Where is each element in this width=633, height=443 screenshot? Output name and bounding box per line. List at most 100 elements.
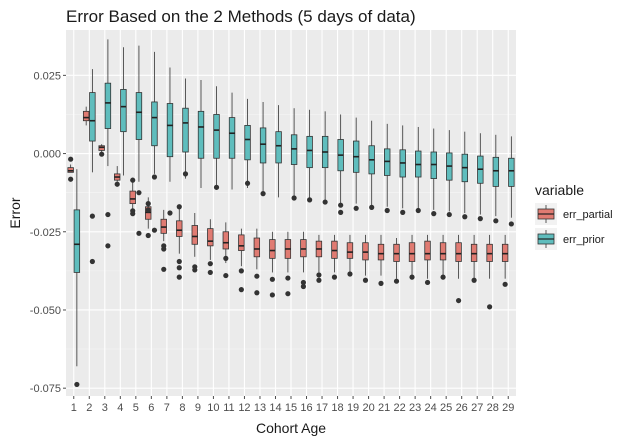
err_prior-box (120, 47, 127, 176)
outlier-point (89, 213, 95, 219)
err_partial-box (455, 234, 462, 304)
outlier-point (307, 197, 313, 203)
x-tick-label: 11 (223, 402, 234, 414)
y-tick-label: 0.025 (33, 70, 61, 82)
err_prior-box (244, 98, 251, 188)
outlier-point (285, 275, 291, 281)
outlier-point (207, 261, 213, 267)
outlier-point (291, 195, 297, 201)
outlier-point (300, 283, 307, 290)
outlier-point (151, 174, 158, 180)
box-body (89, 92, 96, 142)
err_partial-box (501, 234, 509, 287)
outlier-point (114, 181, 120, 187)
outlier-point (176, 204, 182, 210)
box-body (508, 157, 515, 187)
x-tick-label: 28 (487, 402, 499, 414)
err_prior-box (368, 120, 375, 210)
outlier-point (238, 268, 244, 274)
err_partial-box (238, 228, 245, 293)
outlier-point (260, 191, 266, 197)
x-tick-label: 19 (347, 402, 359, 414)
box-body (82, 110, 90, 122)
x-tick-label: 15 (285, 402, 297, 414)
y-tick-label: 0.000 (33, 149, 61, 161)
outlier-point (502, 281, 508, 287)
outlier-point (105, 243, 111, 249)
box-body (269, 239, 276, 259)
outlier-point (424, 279, 431, 286)
err_prior-box (182, 78, 189, 179)
outlier-point (393, 278, 400, 284)
x-tick-label: 22 (393, 402, 405, 414)
err_prior-box (197, 80, 205, 188)
err_partial-box (346, 234, 354, 277)
err_partial-box (362, 234, 369, 283)
box-body (213, 114, 220, 159)
err_partial-box (207, 219, 214, 276)
outlier-point (254, 290, 260, 296)
x-tick-label: 6 (148, 402, 154, 414)
outlier-point (182, 171, 189, 177)
y-tick-label: -0.025 (30, 227, 61, 239)
err_partial-box (315, 234, 323, 283)
outlier-point (68, 156, 74, 162)
legend-label: err_prior (563, 234, 605, 246)
outlier-point (338, 202, 344, 208)
err_partial-box (129, 177, 136, 217)
box-body (197, 110, 205, 159)
err_prior-box (477, 133, 484, 222)
outlier-point (223, 255, 229, 261)
err_prior-box (89, 69, 96, 265)
box-body (207, 228, 214, 247)
outlier-point (192, 267, 198, 273)
err_prior-box (259, 101, 267, 197)
box-body (120, 89, 127, 133)
outlier-point (384, 207, 390, 214)
x-tick-label: 18 (331, 402, 343, 414)
x-tick-label: 5 (133, 402, 139, 414)
y-tick-label: -0.050 (30, 305, 61, 317)
outlier-point (130, 211, 136, 217)
box-body (253, 237, 261, 258)
outlier-point (316, 277, 322, 283)
x-tick-label: 27 (471, 402, 483, 414)
box-body (408, 242, 416, 262)
box-body (222, 231, 230, 250)
outlier-point (331, 274, 338, 280)
outlier-point (136, 230, 142, 236)
err_prior-box (166, 67, 174, 216)
box-body (73, 209, 81, 273)
outlier-point (446, 211, 452, 218)
err_partial-box (114, 166, 121, 187)
outlier-point (238, 287, 244, 293)
x-tick-label: 12 (238, 402, 250, 414)
box-body (439, 242, 447, 261)
outlier-point (89, 258, 95, 265)
box-body (228, 117, 236, 159)
outlier-point (455, 297, 462, 304)
err_prior-box (415, 126, 422, 214)
err_partial-box (439, 234, 447, 280)
err_partial-box (191, 213, 198, 273)
x-tick-label: 29 (502, 402, 514, 414)
err_prior-box (446, 130, 453, 218)
err_prior-box (275, 105, 282, 198)
x-tick-label: 2 (86, 402, 92, 414)
x-tick-label: 4 (117, 402, 123, 414)
legend-label: err_partial (563, 209, 613, 221)
outlier-point (99, 151, 105, 157)
err_prior-box (337, 114, 344, 215)
x-tick-label: 13 (254, 402, 266, 414)
x-tick-label: 10 (207, 402, 219, 414)
outlier-point (269, 292, 275, 298)
err_partial-box (82, 106, 90, 126)
legend: variable err_partial err_prior (535, 182, 613, 250)
err_partial-box (222, 222, 230, 279)
outlier-point (176, 258, 182, 265)
err_prior-box (73, 169, 81, 388)
x-tick-label: 3 (102, 402, 108, 414)
box-body (129, 190, 136, 205)
outlier-point (207, 269, 213, 276)
